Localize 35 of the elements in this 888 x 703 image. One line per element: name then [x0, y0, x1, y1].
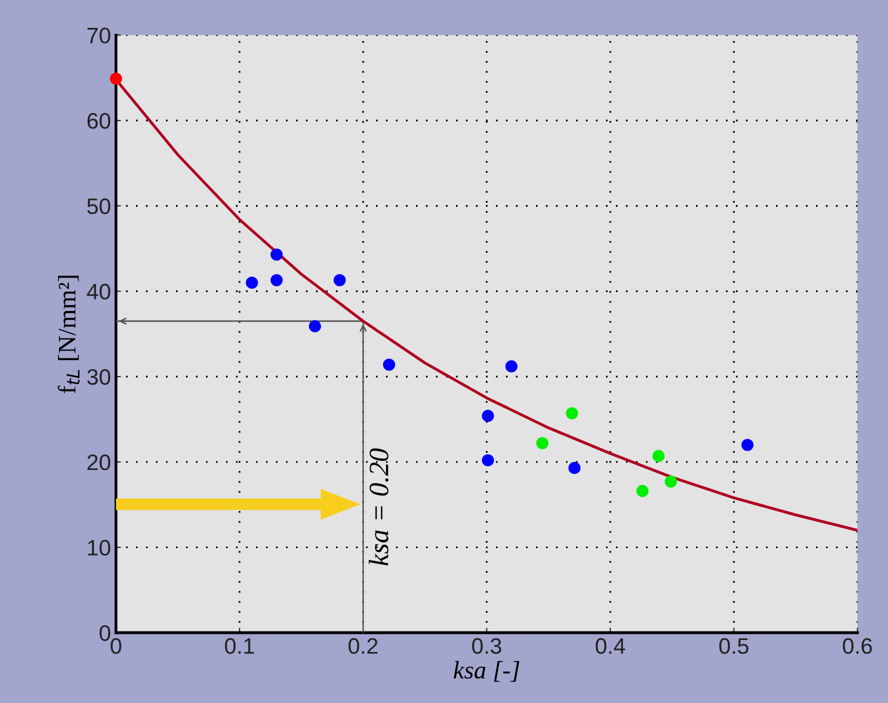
point	[308, 320, 322, 332]
point	[652, 450, 665, 462]
x-tick-label: 0.5	[719, 638, 748, 654]
y-axis-title: f$_{tL}$ [N/mm²]	[58, 276, 80, 394]
y-tick-label: 50	[87, 198, 110, 214]
y-tick-label: 10	[88, 540, 110, 556]
point	[110, 72, 122, 85]
x-tick-label: 0.3	[472, 638, 502, 654]
x-tick-label: 0.1	[224, 638, 254, 654]
point	[505, 360, 518, 372]
point	[536, 437, 548, 450]
y-tick-label: 20	[88, 454, 110, 470]
x-axis-title: ksa [-]	[454, 661, 520, 682]
point	[566, 407, 578, 420]
point	[270, 248, 283, 261]
x-tick-label: 0.4	[596, 638, 626, 654]
y-tick-label: 40	[86, 284, 110, 300]
point	[664, 476, 677, 488]
y-tick-label: 0	[100, 625, 110, 641]
y-tick-label: 60	[88, 113, 110, 129]
x-tick-label: 0.2	[348, 638, 378, 654]
y-tick-label: 70	[88, 28, 110, 44]
point	[482, 410, 494, 422]
point	[246, 276, 258, 289]
x-tick-label: 0.6	[842, 638, 872, 654]
x-tick-label: 0	[110, 638, 122, 654]
annotation: ksa = 0.20	[368, 448, 388, 566]
point	[636, 484, 648, 498]
y-tick-label: 30	[87, 369, 110, 385]
point	[482, 454, 494, 466]
point	[383, 358, 396, 371]
point	[568, 462, 581, 474]
point	[741, 438, 754, 451]
point	[270, 274, 283, 286]
point	[334, 274, 346, 286]
